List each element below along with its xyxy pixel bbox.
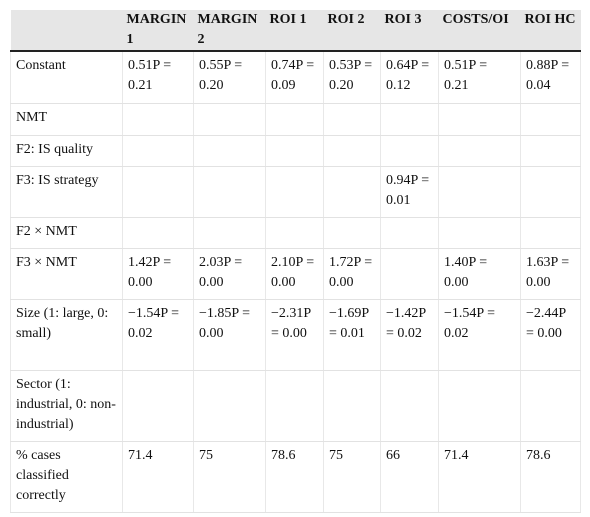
cell: 0.53P = 0.20 [323,50,381,104]
cell [265,102,324,136]
cell [193,134,266,167]
cell: 0.51P = 0.21 [438,50,521,104]
column-header: MARGIN 1 [122,10,194,52]
cell: 75 [193,440,266,513]
column-header: COSTS/OI [438,10,521,52]
cell [193,102,266,136]
table-row: Sector (1: industrial, 0: non-industrial… [10,369,581,442]
cell [265,216,324,249]
cell [122,165,194,218]
cell [438,216,521,249]
column-header: ROI 2 [323,10,381,52]
cell [323,216,381,249]
cell: 0.64P = 0.12 [380,50,439,104]
cell [438,102,521,136]
cell: 2.03P = 0.00 [193,247,266,300]
row-label: Sector (1: industrial, 0: non-industrial… [10,369,123,442]
cell [380,369,439,442]
cell: 0.94P = 0.01 [380,165,439,218]
cell: 75 [323,440,381,513]
cell [323,134,381,167]
cell: 66 [380,440,439,513]
cell: −2.44P = 0.00 [520,298,581,371]
cell: 0.51P = 0.21 [122,50,194,104]
table-row: % cases classified correctly 71.4 75 78.6 75… [10,440,581,513]
row-label: NMT [10,102,123,136]
cell: −2.31P = 0.00 [265,298,324,371]
cell: 1.40P = 0.00 [438,247,521,300]
table-row: F3 × NMT 1.42P = 0.00 2.03P = 0.00 2.10P = … [10,247,581,300]
cell: 1.72P = 0.00 [323,247,381,300]
cell [380,247,439,300]
cell [520,165,581,218]
cell: 78.6 [520,440,581,513]
cell [380,134,439,167]
cell: −1.54P = 0.02 [438,298,521,371]
row-label: % cases classified correctly [10,440,123,513]
table-row: F3: IS strategy 0.94P = 0.01 [10,165,581,218]
cell [323,165,381,218]
table-row: F2 × NMT [10,216,581,249]
column-header: ROI 3 [380,10,439,52]
table-row: Constant 0.51P = 0.21 0.55P = 0.20 0.74P = … [10,50,581,104]
cell: −1.42P = 0.02 [380,298,439,371]
cell [520,102,581,136]
cell [520,369,581,442]
cell: 78.6 [265,440,324,513]
cell: −1.69P = 0.01 [323,298,381,371]
column-header [10,10,123,52]
cell [122,369,194,442]
table-row: Size (1: large, 0: small) −1.54P = 0.02 −1… [10,298,581,371]
cell [265,369,324,442]
cell [323,102,381,136]
row-label: F3 × NMT [10,247,123,300]
cell [520,216,581,249]
cell [193,369,266,442]
cell: 1.63P = 0.00 [520,247,581,300]
cell [122,216,194,249]
row-label: F3: IS strategy [10,165,123,218]
table-row: NMT [10,102,581,136]
cell [438,165,521,218]
cell [438,134,521,167]
cell: 1.42P = 0.00 [122,247,194,300]
cell: 71.4 [438,440,521,513]
header-row: MARGIN 1 MARGIN 2 ROI 1 ROI 2 ROI 3 COSTS/OI R… [10,10,581,52]
column-header: ROI HC [520,10,581,52]
cell: −1.85P = 0.00 [193,298,266,371]
cell [380,102,439,136]
cell: −1.54P = 0.02 [122,298,194,371]
column-header: ROI 1 [265,10,324,52]
row-label: Constant [10,50,123,104]
cell [265,165,324,218]
cell: 71.4 [122,440,194,513]
cell [265,134,324,167]
cell [520,134,581,167]
cell: 0.55P = 0.20 [193,50,266,104]
cell: 0.88P = 0.04 [520,50,581,104]
table-row: F2: IS quality [10,134,581,167]
row-label: Size (1: large, 0: small) [10,298,123,371]
cell [438,369,521,442]
cell [323,369,381,442]
cell: 0.74P = 0.09 [265,50,324,104]
cell [122,102,194,136]
row-label: F2: IS quality [10,134,123,167]
cell: 2.10P = 0.00 [265,247,324,300]
cell [193,216,266,249]
cell [122,134,194,167]
row-label: F2 × NMT [10,216,123,249]
column-header: MARGIN 2 [193,10,266,52]
cell [193,165,266,218]
results-table: MARGIN 1 MARGIN 2 ROI 1 ROI 2 ROI 3 COSTS/OI R… [10,10,581,513]
cell [380,216,439,249]
